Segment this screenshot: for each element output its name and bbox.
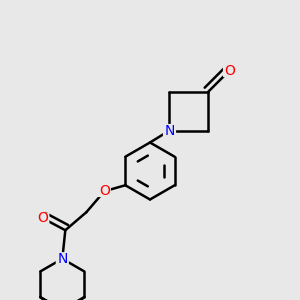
FancyBboxPatch shape <box>223 64 236 77</box>
Text: N: N <box>57 252 68 266</box>
Text: O: O <box>38 211 48 225</box>
FancyBboxPatch shape <box>98 185 111 197</box>
FancyBboxPatch shape <box>56 252 69 266</box>
Text: O: O <box>99 184 110 198</box>
FancyBboxPatch shape <box>36 212 50 224</box>
FancyBboxPatch shape <box>163 124 176 137</box>
Text: N: N <box>164 124 175 137</box>
Text: O: O <box>224 64 235 77</box>
